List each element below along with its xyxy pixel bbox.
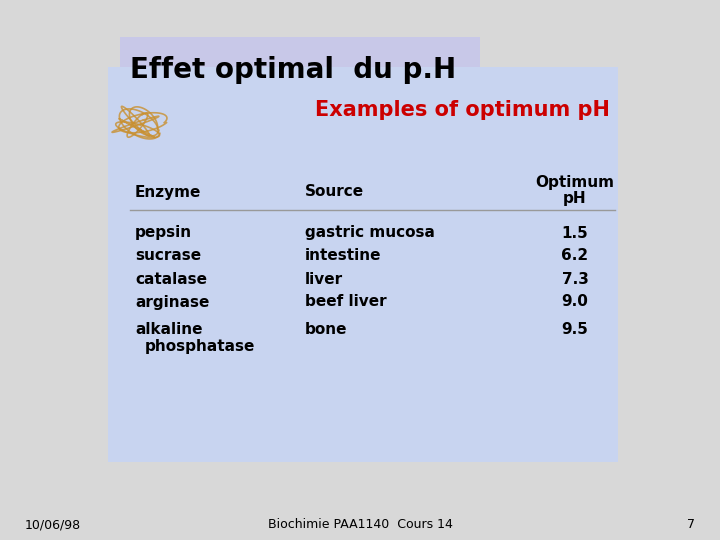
Text: Optimum: Optimum — [536, 174, 614, 190]
Text: Effet optimal  du p.H: Effet optimal du p.H — [130, 56, 456, 84]
Text: arginase: arginase — [135, 294, 210, 309]
Text: intestine: intestine — [305, 248, 382, 264]
Text: beef liver: beef liver — [305, 294, 387, 309]
Text: sucrase: sucrase — [135, 248, 201, 264]
Text: 9.0: 9.0 — [562, 294, 588, 309]
Text: gastric mucosa: gastric mucosa — [305, 226, 435, 240]
Text: bone: bone — [305, 322, 348, 338]
FancyBboxPatch shape — [108, 67, 618, 462]
Text: pH: pH — [563, 191, 587, 206]
Text: phosphatase: phosphatase — [145, 339, 256, 354]
Text: Enzyme: Enzyme — [135, 185, 202, 199]
Text: 6.2: 6.2 — [562, 248, 588, 264]
Text: 7: 7 — [687, 518, 695, 531]
Text: alkaline: alkaline — [135, 322, 202, 338]
Text: 10/06/98: 10/06/98 — [25, 518, 81, 531]
Text: Source: Source — [305, 185, 364, 199]
Text: Examples of optimum pH: Examples of optimum pH — [315, 100, 610, 120]
FancyBboxPatch shape — [120, 37, 480, 87]
Text: catalase: catalase — [135, 272, 207, 287]
Text: 9.5: 9.5 — [562, 322, 588, 338]
Text: pepsin: pepsin — [135, 226, 192, 240]
Text: 7.3: 7.3 — [562, 272, 588, 287]
Text: liver: liver — [305, 272, 343, 287]
Text: 1.5: 1.5 — [562, 226, 588, 240]
Text: Biochimie PAA1140  Cours 14: Biochimie PAA1140 Cours 14 — [268, 518, 452, 531]
